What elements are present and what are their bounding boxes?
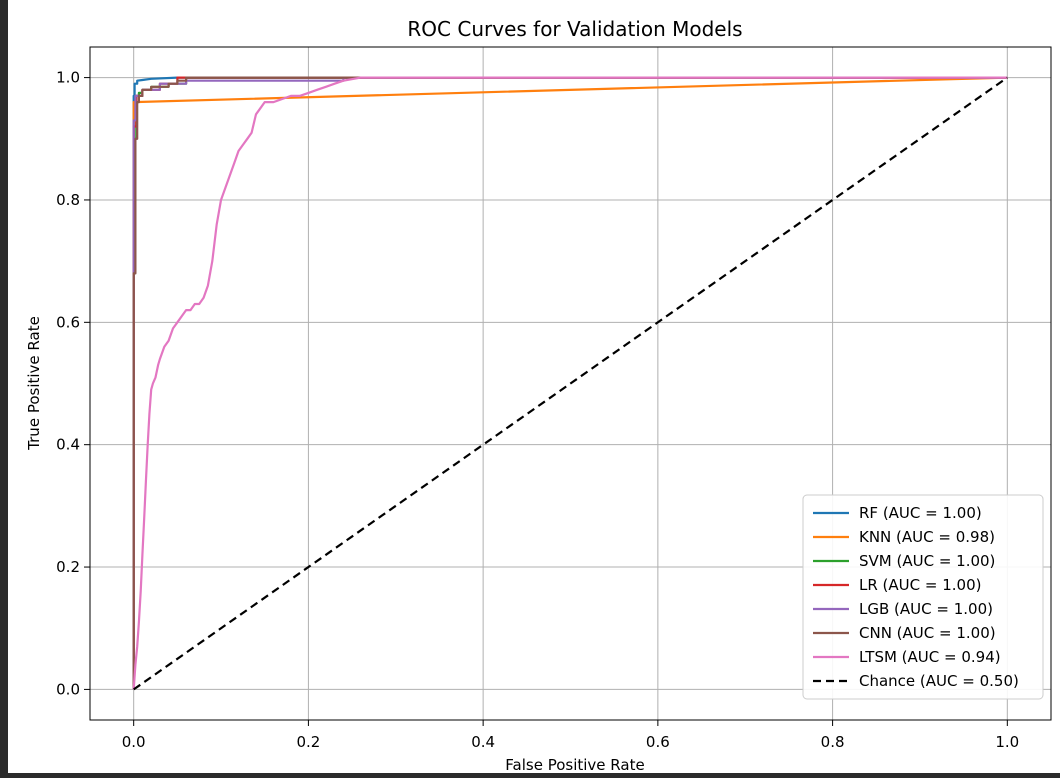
legend-entry-label: Chance (AUC = 0.50) [859,672,1019,690]
series-line-ltsm [132,76,1008,690]
y-tick-label: 0.4 [56,436,80,454]
y-tick-label: 0.0 [56,680,80,698]
chart-title: ROC Curves for Validation Models [407,17,742,41]
x-tick-label: 1.0 [995,733,1019,751]
y-tick-label: 0.6 [56,313,80,331]
legend-entry-label: LTSM (AUC = 0.94) [859,648,1001,666]
x-tick-label: 0.0 [122,733,146,751]
legend-entry-label: SVM (AUC = 1.00) [859,552,995,570]
y-tick-label: 1.0 [56,69,80,87]
legend-entry-label: LGB (AUC = 1.00) [859,600,993,618]
x-axis-label: False Positive Rate [505,756,644,773]
series-layer [132,76,1008,691]
legend-box [802,494,1044,700]
legend-entry-label: KNN (AUC = 0.98) [859,528,995,546]
x-tick-label: 0.2 [296,733,320,751]
legend-entry-label: CNN (AUC = 1.00) [859,624,996,642]
series-line-cnn [132,76,1008,690]
legend: RF (AUC = 1.00) KNN (AUC = 0.98) SVM (AUC … [802,494,1044,700]
x-tick-label: 0.4 [471,733,495,751]
x-tick-label: 0.8 [821,733,845,751]
y-axis-label: True Positive Rate [25,316,43,451]
legend-entry-label: RF (AUC = 1.00) [859,504,982,522]
legend-entry-label: LR (AUC = 1.00) [859,576,981,594]
series-line-rf [132,76,1008,690]
series-line-chance [133,76,1008,691]
x-tick-label: 0.6 [646,733,670,751]
plot-area-frame [89,46,1052,721]
figure-canvas: ROC Curves for Validation Models 0.0 0.2 0… [8,0,1060,774]
roc-chart: ROC Curves for Validation Models 0.0 0.2 0… [25,17,1052,774]
y-tick-label: 0.8 [56,191,80,209]
axis-ticks: 0.0 0.2 0.4 0.6 0.8 1.0 0.0 0.2 0.4 0.6 0.8 1.0 [56,69,1019,751]
y-tick-label: 0.2 [56,558,80,576]
